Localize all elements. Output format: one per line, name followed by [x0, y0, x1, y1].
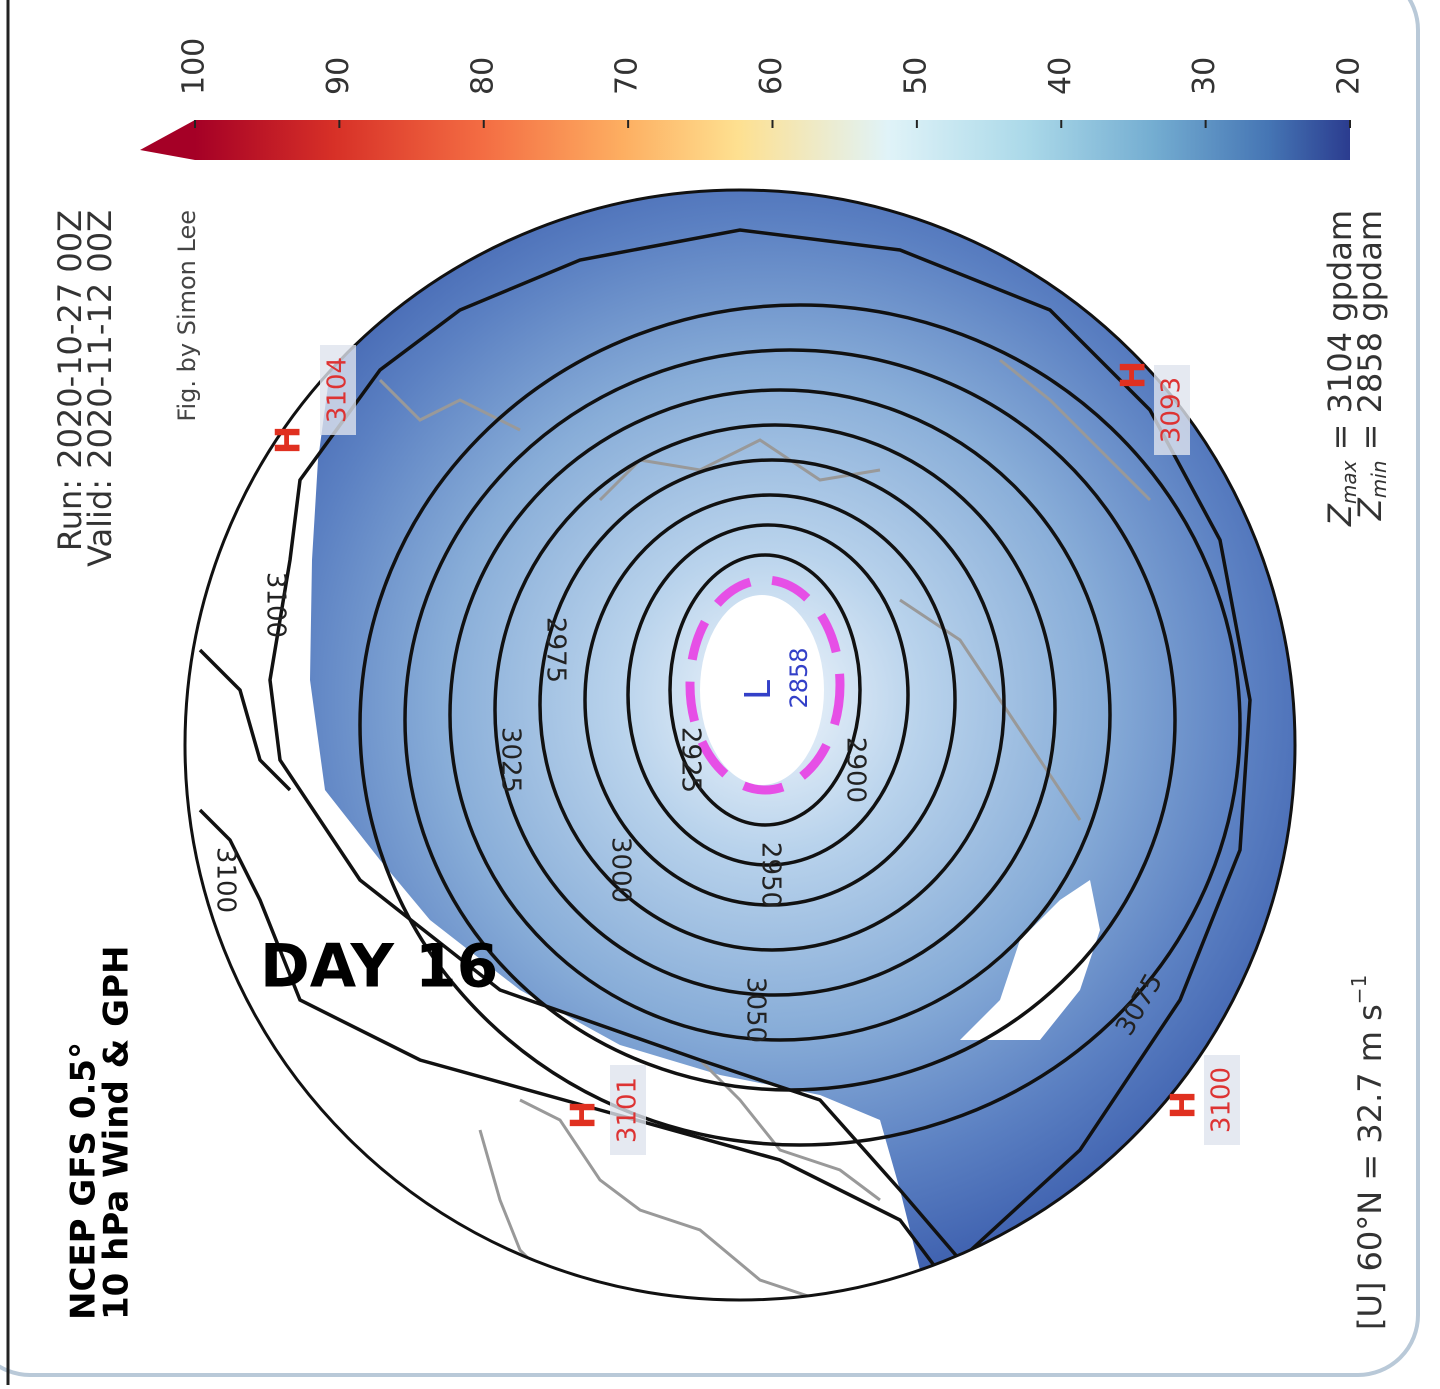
coastlines	[378, 358, 1152, 1300]
low-core	[700, 595, 824, 785]
high-value: 3093	[1157, 377, 1187, 443]
contour-label: 3050	[741, 977, 771, 1043]
colorbar-tick-label: 40	[1043, 57, 1078, 95]
map	[185, 190, 1295, 1300]
high-marker: H	[1164, 1091, 1204, 1119]
zonal-wind: [U] 60°N = 32.7 m s−1	[1347, 975, 1390, 1330]
colorbar-extension	[140, 120, 195, 160]
contour-label: 2925	[676, 727, 706, 793]
contours	[198, 228, 1252, 1300]
stat-symbol: Z	[1351, 497, 1389, 521]
contour-label: 2975	[541, 617, 571, 683]
stat-text: = 3104 gpdam	[1321, 210, 1359, 460]
contour-label: 3100	[261, 572, 291, 638]
colorbar-tick-label: 80	[465, 57, 500, 95]
high-value: 3100	[1207, 1067, 1237, 1133]
colorbar-tick-label: 20	[1332, 57, 1367, 95]
high-label-box	[1154, 365, 1190, 455]
valid-time: Valid: 2020-11-12 00Z	[81, 210, 119, 567]
low-value: 2858	[785, 647, 813, 708]
stat-subscript: max	[1337, 460, 1361, 504]
vortex-outline	[685, 575, 845, 795]
colorbar-tick-label: 60	[754, 57, 789, 95]
stat-symbol: Z	[1321, 503, 1359, 527]
run-time: Run: 2020-10-27 00Z	[51, 210, 89, 551]
high-label-box	[610, 1065, 646, 1155]
globe-outline	[183, 188, 1297, 1302]
high-marker: H	[564, 1101, 604, 1129]
colorbar-tick-label: 50	[898, 57, 933, 95]
contour-label: 3025	[496, 727, 526, 793]
zonal-wind-sup: −1	[1347, 975, 1371, 1004]
stat-subscript: min	[1367, 460, 1391, 498]
high-marker: H	[269, 426, 309, 454]
stat-text: = 2858 gpdam	[1351, 210, 1389, 460]
frame	[0, 0, 1420, 1377]
colorbar-tick-label: 70	[610, 57, 645, 95]
contour-label: 2950	[756, 842, 786, 908]
zonal-wind-text: [U] 60°N = 32.7 m s	[1351, 1004, 1389, 1330]
high-label-box	[1204, 1055, 1240, 1145]
colorbar-tick-label: 90	[321, 57, 356, 95]
colorbar-tick-label: 30	[1187, 57, 1222, 95]
contour-label: 3000	[606, 837, 636, 903]
land-bay	[960, 880, 1100, 1040]
high-label-box	[320, 345, 356, 435]
contour-label: 2900	[841, 737, 871, 803]
high-value: 3104	[323, 357, 353, 423]
high-marker: H	[1114, 361, 1154, 389]
title: 10 hPa Wind & GPH	[97, 946, 137, 1320]
stat: Zmin = 2858 gpdam	[1351, 210, 1391, 521]
colorbar-tick-label: 100	[177, 38, 212, 95]
credit: Fig. by Simon Lee	[173, 210, 201, 422]
low-marker: L	[738, 680, 779, 700]
title: NCEP GFS 0.5°	[64, 1042, 104, 1320]
day-label: DAY 16	[260, 932, 498, 1002]
contour-label: 3100	[211, 847, 241, 913]
high-value: 3101	[613, 1077, 643, 1143]
stat: Zmax = 3104 gpdam	[1321, 210, 1361, 527]
